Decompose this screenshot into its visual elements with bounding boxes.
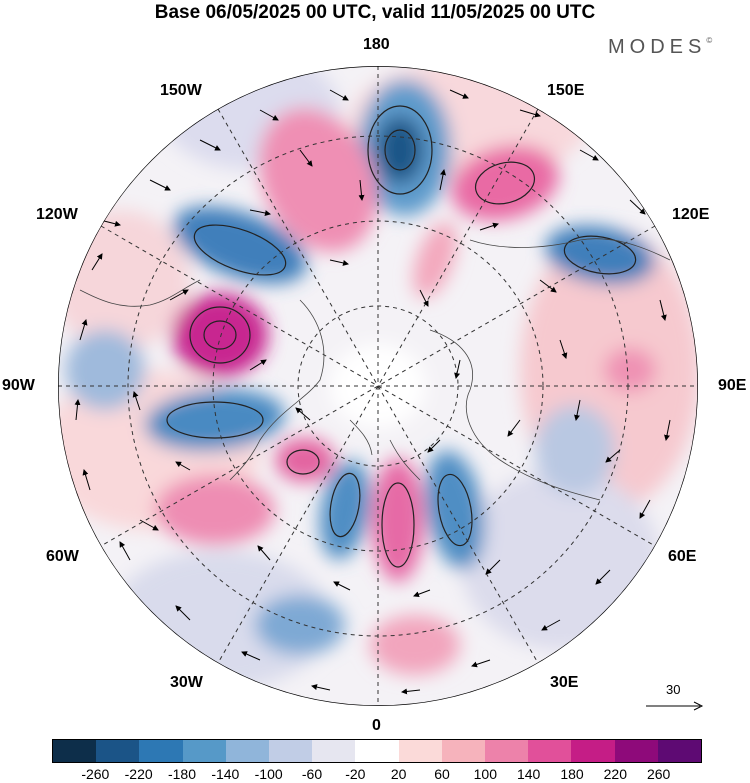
colorbar-tick-label: -260 (81, 766, 110, 782)
colorbar-tick-label: -100 (254, 766, 283, 782)
colorbar-swatch (139, 740, 183, 762)
coastlines (79, 238, 671, 501)
lon-label-120w: 120W (36, 206, 78, 223)
contours (166, 105, 637, 568)
colorbar-tick-label: 140 (516, 766, 541, 782)
colorbar-tick-label: -220 (124, 766, 153, 782)
colorbar-swatch (398, 740, 442, 762)
colorbar-tick-label: 100 (473, 766, 498, 782)
colorbar-swatch (312, 740, 356, 762)
anomaly-field (58, 66, 698, 706)
lon-label-30w: 30W (170, 674, 203, 691)
lon-label-150e: 150E (547, 82, 585, 99)
lon-label-60e: 60E (668, 548, 697, 565)
reference-vector: 30 (644, 682, 706, 712)
colorbar-tick-label: -140 (211, 766, 240, 782)
colorbar (52, 739, 702, 763)
colorbar-tick-label: 260 (646, 766, 671, 782)
brand-logo: MODES© (608, 36, 713, 58)
lon-label-150w: 150W (160, 82, 202, 99)
lon-label-120e: 120E (672, 206, 710, 223)
colorbar-tick-label: 180 (560, 766, 584, 782)
colorbar-swatch (485, 740, 529, 762)
graticule (58, 66, 698, 706)
lon-label-180: 180 (363, 36, 390, 53)
colorbar-tick-labels: -260 -220 -180 -140 -100 -60 -20 20 60 100 140 180 2… (0, 766, 750, 783)
colorbar-swatch (96, 740, 140, 762)
colorbar-swatch (614, 740, 658, 762)
reference-arrow-icon (646, 701, 704, 711)
colorbar-swatch (355, 740, 399, 762)
lon-label-30e: 30E (550, 674, 579, 691)
wind-vectors (74, 89, 671, 695)
colorbar-swatch (53, 740, 97, 762)
colorbar-swatch (225, 740, 270, 762)
colorbar-tick-label: 60 (434, 766, 450, 782)
colorbar-swatch (528, 740, 572, 762)
reference-vector-label: 30 (666, 682, 681, 697)
colorbar-swatch (269, 740, 313, 762)
colorbar-swatch (657, 740, 702, 762)
colorbar-tick-label: -60 (301, 766, 323, 782)
colorbar-swatch (571, 740, 615, 762)
colorbar-tick-label: -180 (167, 766, 197, 782)
colorbar-tick-label: 220 (603, 766, 628, 782)
colorbar-tick-label: 20 (390, 766, 407, 782)
lon-label-90e: 90E (718, 377, 747, 394)
lon-label-90w: 90W (2, 377, 35, 394)
lon-label-0: 0 (372, 717, 381, 734)
map-title: Base 06/05/2025 00 UTC, valid 11/05/2025… (154, 2, 596, 23)
colorbar-swatch (182, 740, 226, 762)
colorbar-tick-label: -20 (345, 766, 366, 782)
colorbar-swatch (441, 740, 486, 762)
lon-label-60w: 60W (46, 548, 79, 565)
